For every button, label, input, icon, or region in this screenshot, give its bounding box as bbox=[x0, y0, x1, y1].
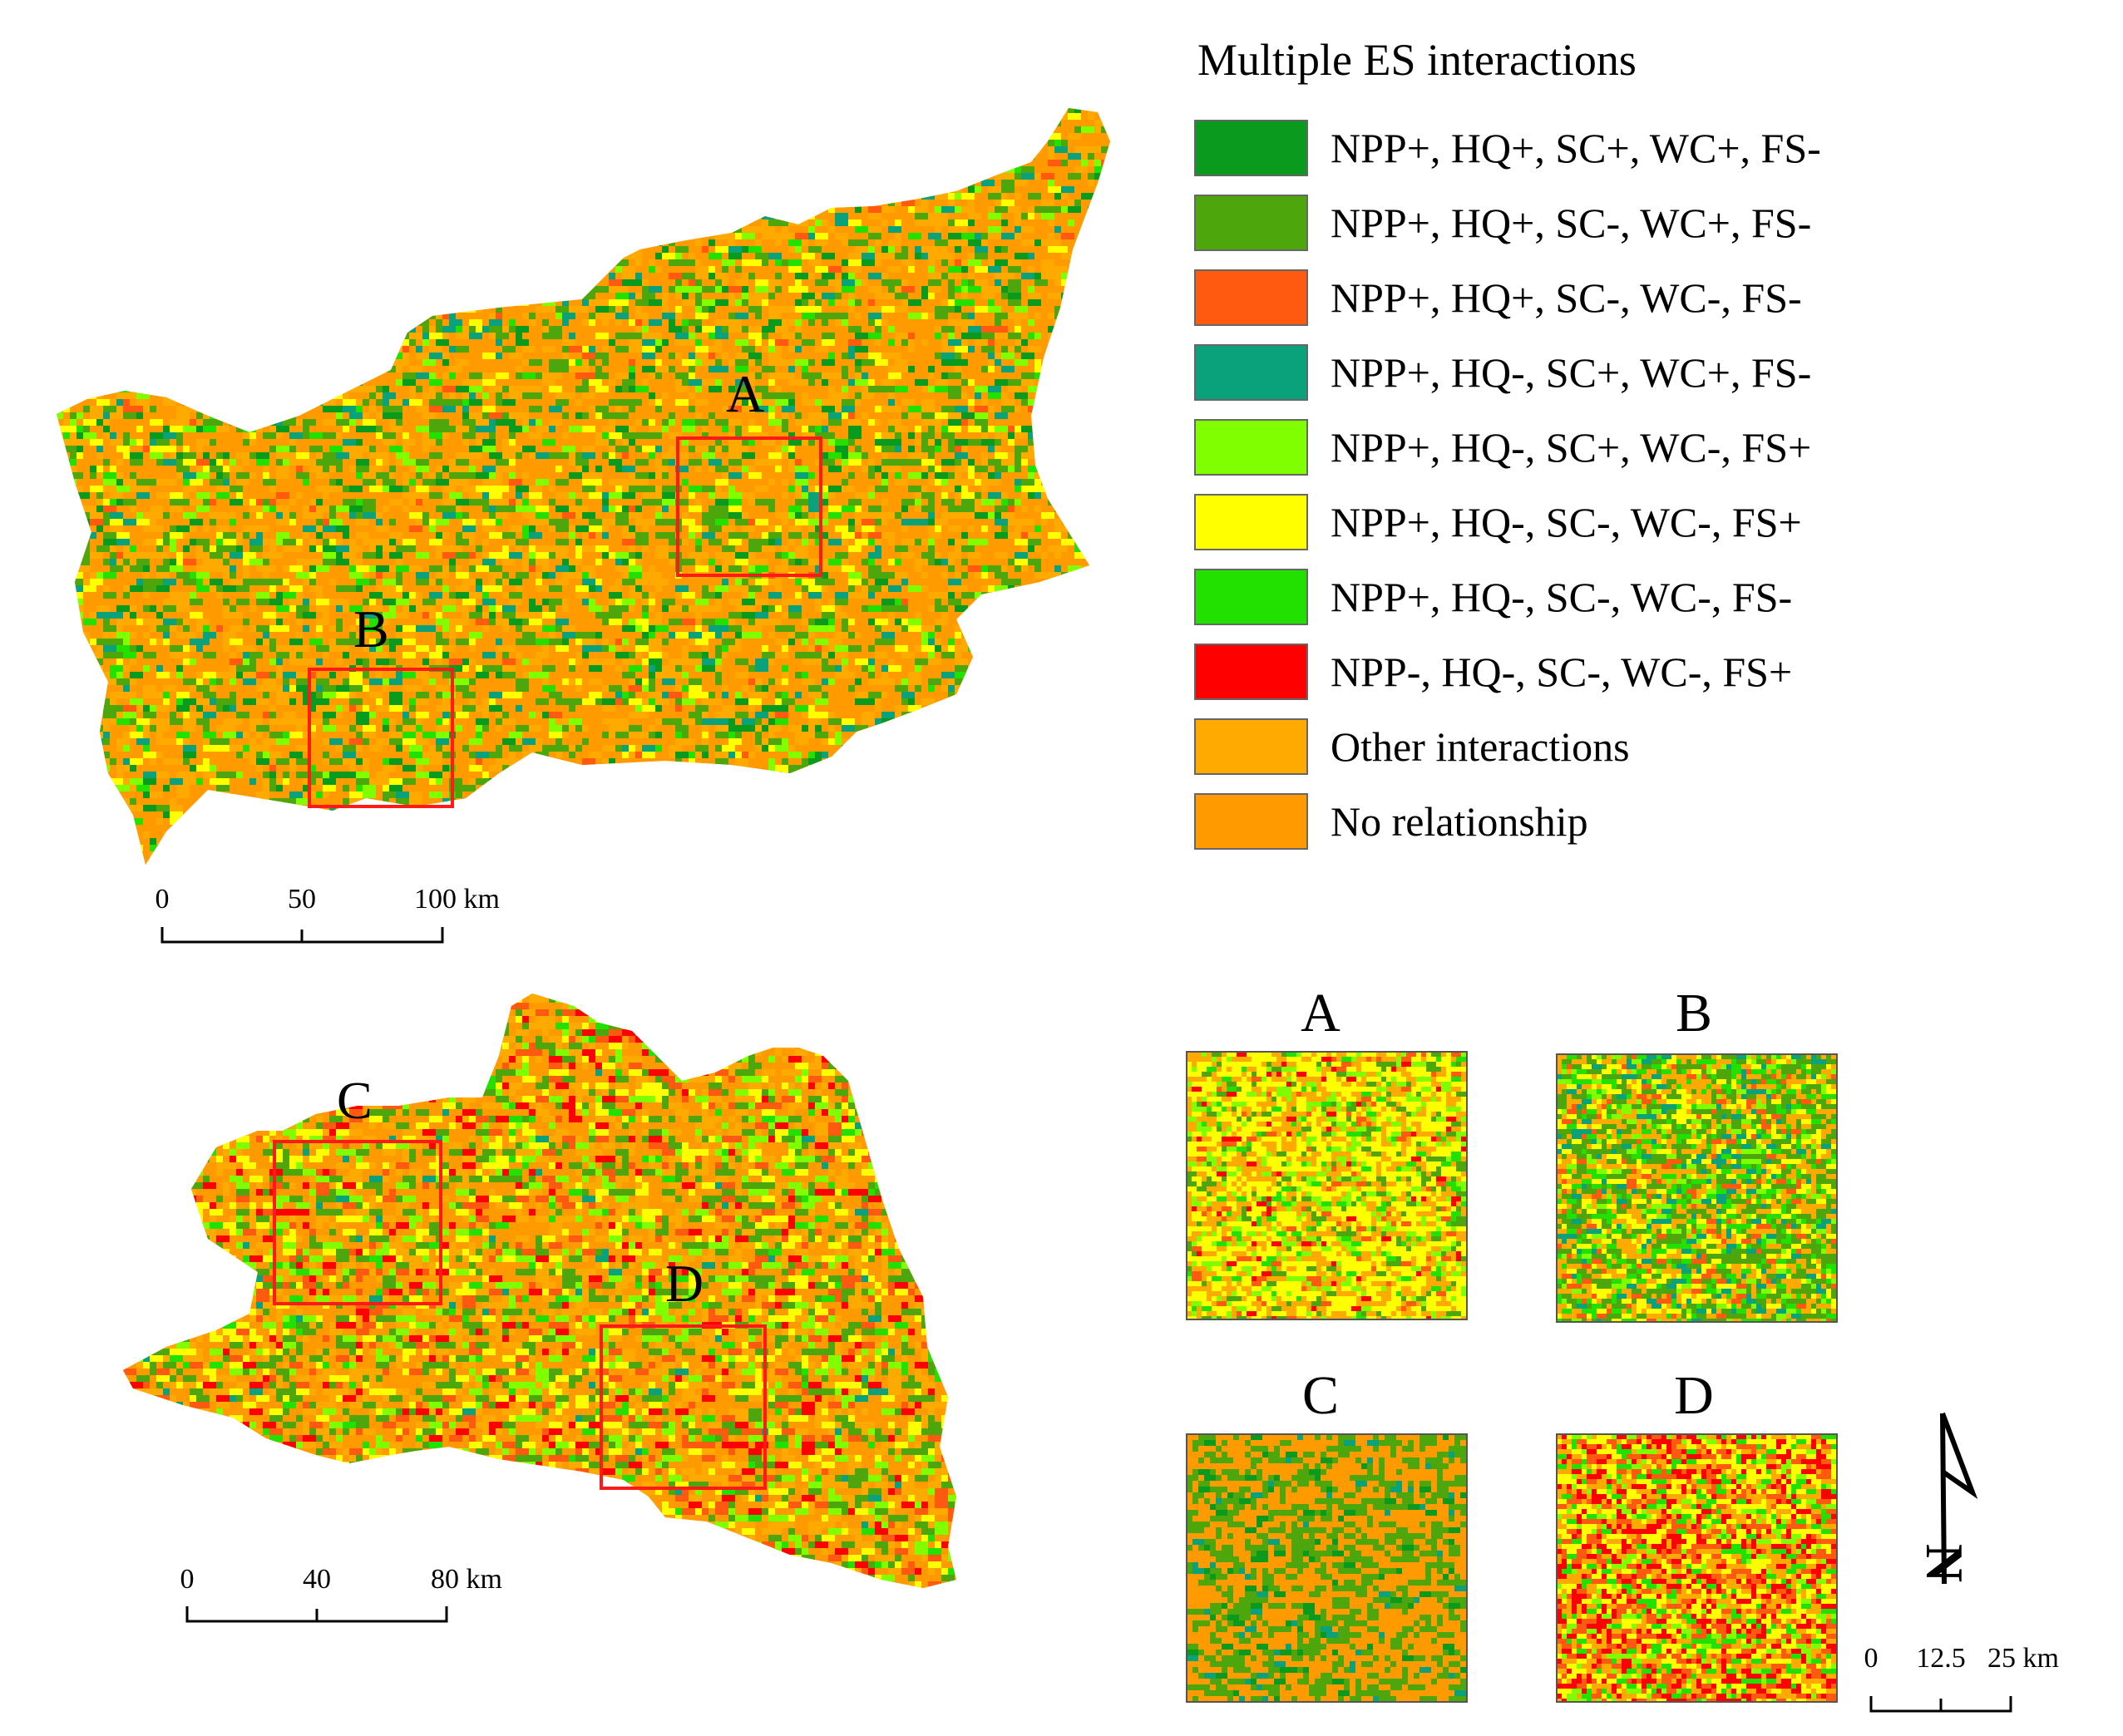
inset-d-texture bbox=[1557, 1434, 1837, 1702]
upper-scalebar-tick-0: 0 bbox=[156, 884, 170, 915]
lower-region-box-c bbox=[273, 1140, 442, 1305]
tex-inB-class-4 bbox=[1557, 1054, 1837, 1322]
tex-inC-class-2 bbox=[1187, 1434, 1467, 1702]
legend-swatch-9 bbox=[1194, 793, 1308, 850]
lower-scalebar-tick-2: 80 km bbox=[431, 1564, 502, 1595]
upper-region-box-a bbox=[676, 436, 822, 577]
upper-region-label-b: B bbox=[353, 599, 389, 658]
tex-inB-class-3 bbox=[1557, 1054, 1837, 1322]
legend-swatch-7 bbox=[1194, 644, 1308, 700]
legend-label-6: NPP+, HQ-, SC-, WC-, FS- bbox=[1331, 574, 1792, 620]
lower-region-box-d bbox=[600, 1324, 767, 1490]
inset-a-texture bbox=[1187, 1052, 1467, 1319]
upper-map: A B 0 50 100 km bbox=[57, 108, 1110, 944]
legend-label-9: No relationship bbox=[1331, 798, 1588, 845]
legend-items: NPP+, HQ+, SC+, WC+, FS- NPP+, HQ+, SC-, … bbox=[1194, 120, 1821, 850]
inset-scalebar-tick-0: 0 bbox=[1864, 1643, 1879, 1674]
legend-label-5: NPP+, HQ-, SC-, WC-, FS+ bbox=[1331, 499, 1802, 545]
legend-swatch-4 bbox=[1194, 419, 1308, 476]
upper-region-box-b bbox=[308, 668, 454, 808]
inset-panel-a bbox=[1187, 1052, 1467, 1319]
inset-b-frame bbox=[1556, 1053, 1838, 1323]
legend-swatch-0 bbox=[1194, 120, 1308, 176]
tex-inD-class-5 bbox=[1557, 1434, 1837, 1702]
upper-scalebar-tick-1: 50 bbox=[288, 884, 316, 915]
north-arrow-letter: N bbox=[1915, 1544, 1974, 1582]
inset-c-texture bbox=[1187, 1434, 1467, 1702]
legend-swatch-1 bbox=[1194, 195, 1308, 251]
inset-scalebar-line bbox=[1869, 1696, 2012, 1713]
upper-scalebar-line bbox=[160, 927, 444, 944]
inset-scalebar: 0 12.5 25 km bbox=[1864, 1643, 2059, 1713]
legend-swatch-3 bbox=[1194, 344, 1308, 401]
inset-c-frame bbox=[1186, 1433, 1468, 1703]
inset-panel-d bbox=[1557, 1434, 1837, 1702]
inset-scalebar-tick-1: 12.5 bbox=[1916, 1643, 1966, 1674]
lower-scalebar: 0 40 80 km bbox=[180, 1564, 502, 1623]
lower-map-texture bbox=[123, 994, 956, 1588]
inset-label-d: D bbox=[1674, 1365, 1714, 1426]
inset-scalebar-tick-2: 25 km bbox=[1987, 1643, 2059, 1674]
inset-panels: A B C D 0 12.5 25 km bbox=[1186, 983, 2059, 1713]
legend-label-8: Other interactions bbox=[1331, 723, 1630, 770]
legend-label-4: NPP+, HQ-, SC+, WC-, FS+ bbox=[1331, 424, 1811, 471]
tex-inA-class-5 bbox=[1187, 1052, 1467, 1319]
legend-label-2: NPP+, HQ+, SC-, WC-, FS- bbox=[1331, 274, 1802, 321]
inset-panel-c bbox=[1187, 1434, 1467, 1702]
lower-scalebar-tick-1: 40 bbox=[303, 1564, 331, 1595]
legend-swatch-6 bbox=[1194, 569, 1308, 625]
inset-panel-b bbox=[1557, 1054, 1837, 1322]
legend-title: Multiple ES interactions bbox=[1197, 35, 1637, 85]
tex-inD-class-2 bbox=[1557, 1434, 1837, 1702]
lower-map: C D 0 40 80 km bbox=[123, 994, 956, 1623]
legend-swatch-2 bbox=[1194, 269, 1308, 326]
inset-label-c: C bbox=[1302, 1365, 1339, 1426]
inset-label-b: B bbox=[1676, 983, 1712, 1043]
upper-map-texture bbox=[57, 108, 1110, 865]
tex-upper-class-2 bbox=[57, 108, 1110, 865]
legend-label-0: NPP+, HQ+, SC+, WC+, FS- bbox=[1331, 125, 1821, 171]
tex-inC-class-1 bbox=[1187, 1434, 1467, 1702]
legend-label-1: NPP+, HQ+, SC-, WC+, FS- bbox=[1331, 200, 1811, 246]
lower-scalebar-tick-0: 0 bbox=[180, 1564, 195, 1595]
upper-region-label-a: A bbox=[726, 364, 764, 423]
legend-swatch-8 bbox=[1194, 718, 1308, 775]
tex-upper-class-1 bbox=[57, 108, 1110, 865]
north-arrow-icon bbox=[1940, 1412, 1978, 1585]
tex-inC-class-3 bbox=[1187, 1434, 1467, 1702]
tex-inD-class-3 bbox=[1557, 1434, 1837, 1702]
tex-inC-class-0 bbox=[1187, 1434, 1467, 1702]
legend: Multiple ES interactions NPP+, HQ+, SC+,… bbox=[1194, 35, 1821, 850]
lower-map-raster bbox=[123, 994, 956, 1588]
tex-lower-class-4 bbox=[123, 994, 956, 1588]
inset-label-a: A bbox=[1301, 983, 1340, 1043]
legend-label-7: NPP-, HQ-, SC-, WC-, FS+ bbox=[1331, 649, 1792, 695]
tex-inB-class-2 bbox=[1557, 1054, 1837, 1322]
lower-region-label-c: C bbox=[337, 1071, 373, 1130]
inset-d-frame bbox=[1556, 1433, 1838, 1703]
legend-label-3: NPP+, HQ-, SC+, WC+, FS- bbox=[1331, 349, 1811, 396]
tex-inA-class-6 bbox=[1192, 1052, 1467, 1319]
tex-lower-class-6 bbox=[123, 994, 956, 1588]
tex-inA-class-3 bbox=[1187, 1052, 1467, 1319]
inset-b-texture bbox=[1557, 1054, 1837, 1322]
north-arrow: N bbox=[1915, 1412, 1978, 1585]
upper-scalebar-tick-2: 100 km bbox=[414, 884, 500, 915]
lower-scalebar-line bbox=[185, 1606, 448, 1623]
upper-map-raster bbox=[57, 108, 1110, 865]
upper-scalebar: 0 50 100 km bbox=[156, 884, 500, 944]
lower-region-label-d: D bbox=[665, 1254, 704, 1313]
legend-swatch-5 bbox=[1194, 494, 1308, 550]
inset-a-frame bbox=[1186, 1051, 1468, 1320]
